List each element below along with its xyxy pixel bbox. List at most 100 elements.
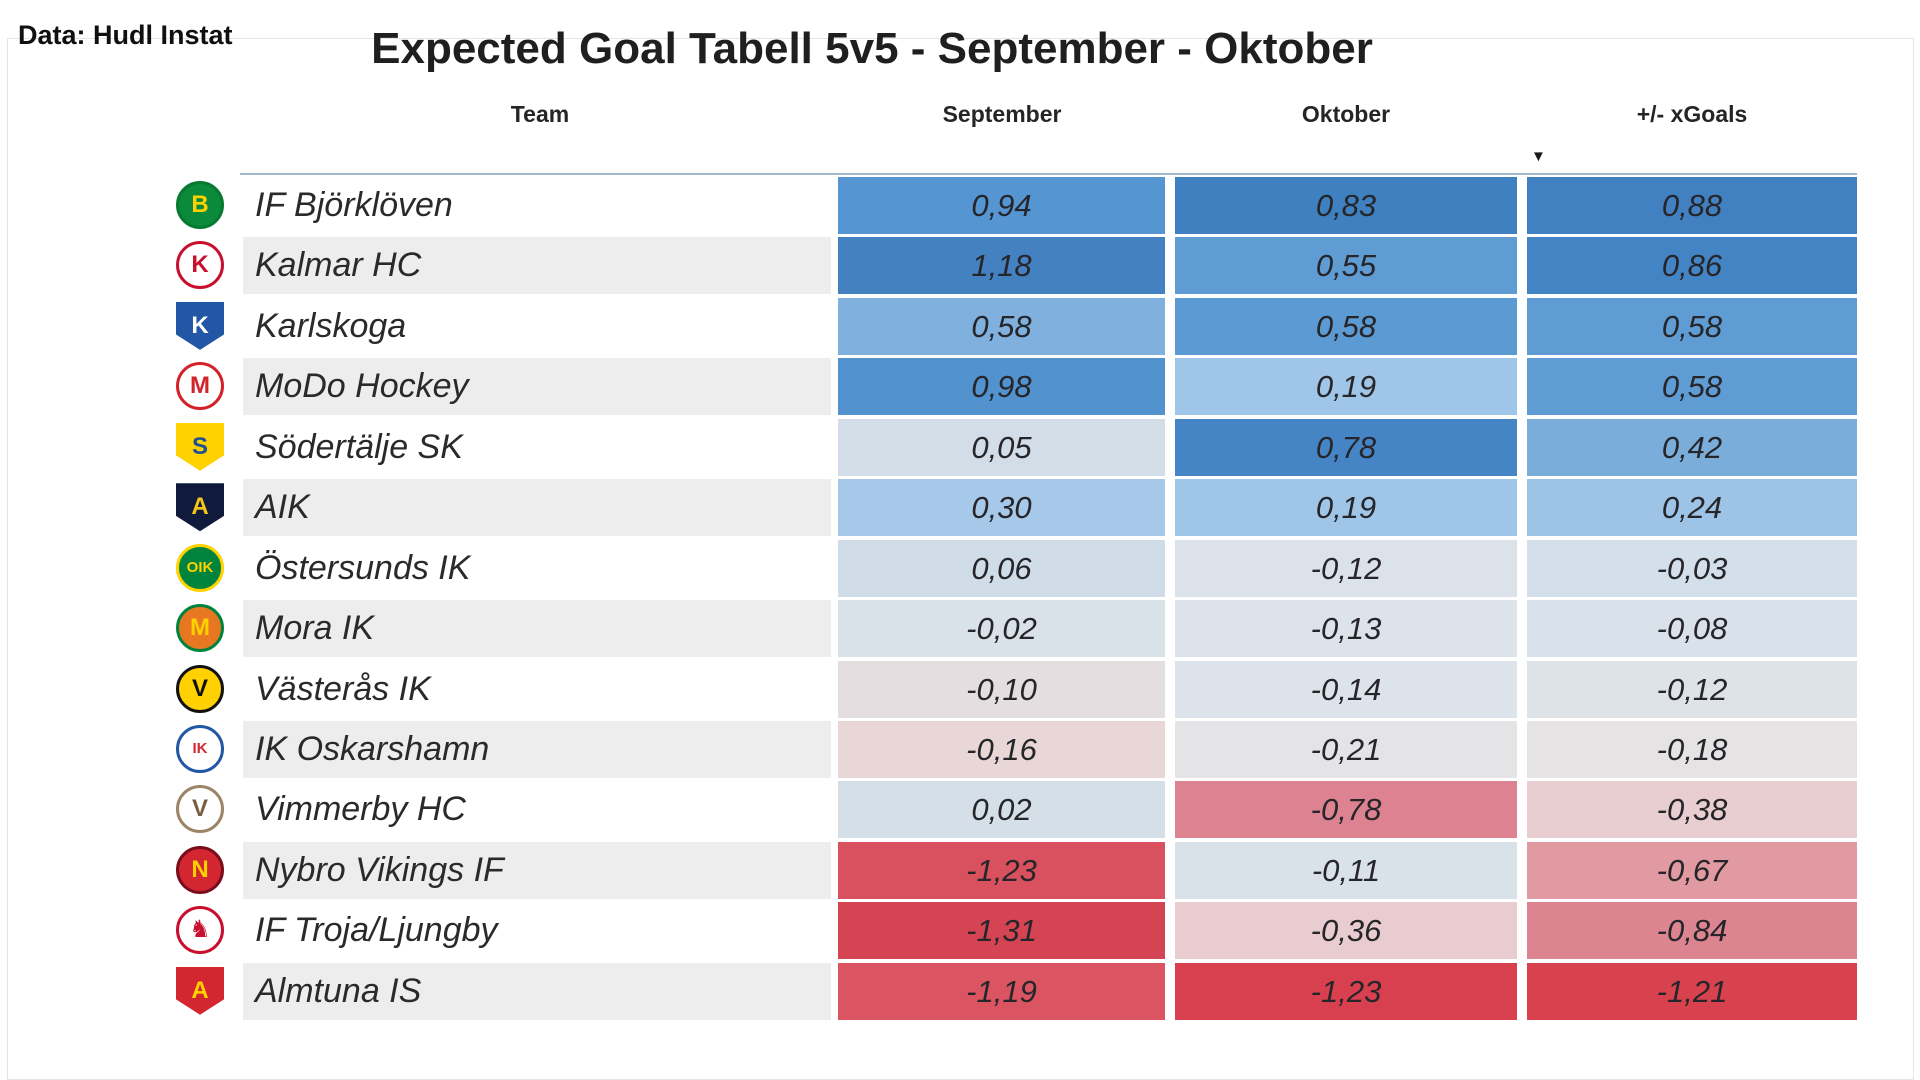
team-name-cell[interactable]: Vimmerby HC [243, 781, 831, 838]
team-name: Västerås IK [255, 669, 431, 708]
september-value-cell[interactable]: -0,16 [838, 720, 1165, 778]
xgoals-value-cell[interactable]: 0,24 [1527, 479, 1857, 537]
team-logo-initial: A [191, 493, 209, 521]
team-name-cell[interactable]: Almtuna IS [243, 962, 831, 1020]
team-logo-initial: ♞ [189, 916, 211, 944]
september-value-cell[interactable]: 1,18 [838, 237, 1165, 295]
table-row: K Kalmar HC 1,18 0,55 0,86 [0, 237, 1920, 297]
team-logo-initial: B [191, 191, 209, 218]
september-value-cell[interactable]: 0,02 [838, 781, 1165, 839]
team-name-cell[interactable]: Nybro Vikings IF [243, 841, 831, 899]
table-row: B IF Björklöven 0,94 0,83 0,88 [0, 177, 1920, 237]
team-name: Mora IK [255, 609, 375, 648]
team-logo-initial: M [190, 372, 210, 400]
xgoals-value-cell[interactable]: 0,42 [1527, 418, 1857, 476]
team-name-cell[interactable]: Mora IK [243, 600, 831, 658]
table-row: K Karlskoga 0,58 0,58 0,58 [0, 297, 1920, 358]
oktober-value-cell[interactable]: -0,36 [1175, 902, 1517, 960]
xgoals-value-cell[interactable]: 0,88 [1527, 177, 1857, 234]
team-logo-initial: K [191, 251, 209, 279]
september-value-cell[interactable]: -1,31 [838, 902, 1165, 960]
xgoals-value-cell[interactable]: -1,21 [1527, 962, 1857, 1020]
oktober-value-cell[interactable]: -0,21 [1175, 720, 1517, 778]
table-row: A Almtuna IS -1,19 -1,23 -1,21 [0, 962, 1920, 1023]
september-value-cell[interactable]: 0,98 [838, 358, 1165, 416]
team-name-cell[interactable]: Södertälje SK [243, 419, 831, 476]
team-name-cell[interactable]: MoDo Hockey [243, 358, 831, 416]
column-header-xgoals[interactable]: +/- xGoals [1636, 101, 1748, 127]
table-row: OIK Östersunds IK 0,06 -0,12 -0,03 [0, 539, 1920, 600]
column-header-oktober[interactable]: Oktober [1301, 101, 1391, 127]
team-logo-icon: A [176, 966, 224, 1015]
oktober-value-cell[interactable]: -0,13 [1175, 600, 1517, 658]
oktober-value-cell[interactable]: 0,83 [1175, 177, 1517, 234]
september-value-cell[interactable]: 0,58 [838, 297, 1165, 355]
oktober-value-cell[interactable]: 0,78 [1175, 418, 1517, 476]
column-header-september[interactable]: September [942, 101, 1062, 127]
oktober-value-cell[interactable]: 0,19 [1175, 479, 1517, 537]
team-logo-icon: A [176, 483, 224, 532]
team-name-cell[interactable]: Kalmar HC [243, 237, 831, 295]
sort-descending-icon[interactable]: ▼ [1531, 148, 1546, 165]
team-name-cell[interactable]: Karlskoga [243, 298, 831, 355]
team-logo-initial: K [191, 311, 209, 339]
september-value-cell[interactable]: 0,06 [838, 539, 1165, 597]
oktober-value-cell[interactable]: -0,14 [1175, 660, 1517, 718]
xgoals-value-cell[interactable]: 0,58 [1527, 358, 1857, 416]
header-divider [240, 173, 1857, 175]
september-value-cell[interactable]: -0,02 [838, 600, 1165, 658]
xgoals-value-cell[interactable]: 0,86 [1527, 237, 1857, 295]
oktober-value-cell[interactable]: 0,58 [1175, 297, 1517, 355]
table-row: M MoDo Hockey 0,98 0,19 0,58 [0, 358, 1920, 418]
team-logo-initial: N [191, 855, 209, 883]
oktober-value-cell[interactable]: -1,23 [1175, 962, 1517, 1020]
table-row: M Mora IK -0,02 -0,13 -0,08 [0, 600, 1920, 660]
table-row: V Vimmerby HC 0,02 -0,78 -0,38 [0, 781, 1920, 841]
table-row: ♞ IF Troja/Ljungby -1,31 -0,36 -0,84 [0, 902, 1920, 962]
team-name: IK Oskarshamn [255, 729, 490, 768]
team-name-cell[interactable]: Västerås IK [243, 661, 831, 718]
september-value-cell[interactable]: 0,30 [838, 479, 1165, 537]
oktober-value-cell[interactable]: -0,78 [1175, 781, 1517, 839]
september-value-cell[interactable]: -0,10 [838, 660, 1165, 718]
xgoals-value-cell[interactable]: -0,03 [1527, 539, 1857, 597]
team-name-cell[interactable]: IK Oskarshamn [243, 720, 831, 778]
team-name-cell[interactable]: AIK [243, 479, 831, 537]
xgoals-value-cell[interactable]: -0,12 [1527, 660, 1857, 718]
team-name-cell[interactable]: IF Troja/Ljungby [243, 902, 831, 959]
team-logo-initial: A [191, 976, 209, 1004]
team-name: Karlskoga [255, 306, 407, 345]
september-value-cell[interactable]: -1,23 [838, 841, 1165, 899]
table-row: IK IK Oskarshamn -0,16 -0,21 -0,18 [0, 720, 1920, 781]
team-name: Södertälje SK [255, 427, 463, 466]
xgoals-value-cell[interactable]: -0,08 [1527, 600, 1857, 658]
september-value-cell[interactable]: 0,94 [838, 177, 1165, 234]
team-name-cell[interactable]: IF Björklöven [243, 177, 831, 234]
team-name: Kalmar HC [255, 246, 422, 285]
column-header-team[interactable]: Team [510, 101, 570, 127]
team-logo-icon: IK [176, 724, 224, 773]
team-logo-initial: S [191, 432, 208, 460]
team-name: Östersunds IK [255, 548, 471, 587]
team-name-cell[interactable]: Östersunds IK [243, 540, 831, 597]
team-logo-icon: V [176, 785, 224, 834]
oktober-value-cell[interactable]: -0,12 [1175, 539, 1517, 597]
team-logo-initial: V [191, 795, 208, 823]
team-logo-icon: M [176, 362, 224, 411]
oktober-value-cell[interactable]: 0,55 [1175, 237, 1517, 295]
xgoals-value-cell[interactable]: -0,84 [1527, 902, 1857, 960]
team-logo-icon: OIK [176, 543, 224, 592]
team-logo-icon: M [176, 604, 224, 653]
xgoals-value-cell[interactable]: -0,67 [1527, 841, 1857, 899]
team-name: MoDo Hockey [255, 367, 469, 406]
team-logo-initial: IK [192, 740, 208, 758]
september-value-cell[interactable]: 0,05 [838, 418, 1165, 476]
oktober-value-cell[interactable]: -0,11 [1175, 841, 1517, 899]
september-value-cell[interactable]: -1,19 [838, 962, 1165, 1020]
xgoals-value-cell[interactable]: -0,38 [1527, 781, 1857, 839]
team-logo-icon: V [176, 664, 224, 713]
xgoals-value-cell[interactable]: 0,58 [1527, 297, 1857, 355]
xgoals-value-cell[interactable]: -0,18 [1527, 720, 1857, 778]
oktober-value-cell[interactable]: 0,19 [1175, 358, 1517, 416]
